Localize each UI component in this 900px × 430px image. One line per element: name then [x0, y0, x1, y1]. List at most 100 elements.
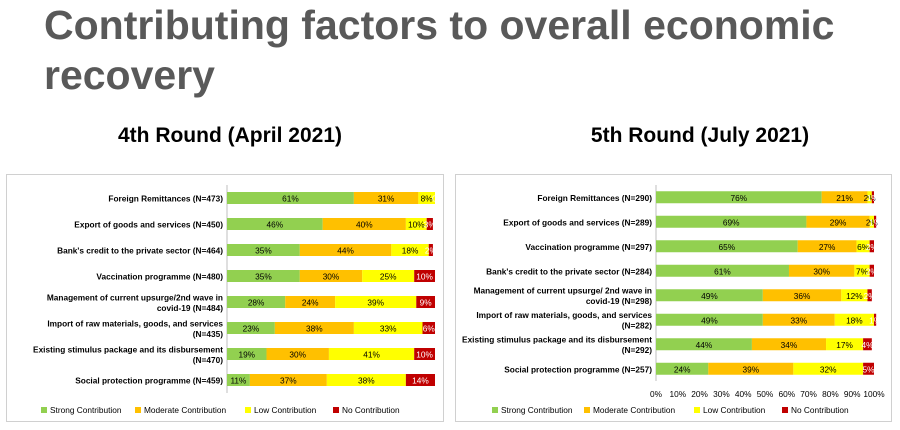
category-label: Bank's credit to the private sector (N=2…: [486, 266, 652, 276]
bar-segment-strong: [227, 192, 354, 204]
bar-segment-strong: [656, 362, 709, 375]
x-tick-label: 60%: [778, 389, 795, 399]
data-label: 2%: [864, 193, 877, 203]
bar-segment-moderate: [751, 338, 827, 351]
data-label: 2%: [866, 266, 879, 276]
data-label: 11%: [230, 376, 247, 386]
bar-segment-moderate: [285, 296, 336, 308]
data-label: 2%: [425, 246, 438, 256]
bar-segment-low: [841, 289, 868, 302]
legend-swatch-none: [782, 407, 788, 413]
bar-segment-strong: [227, 270, 300, 282]
data-label: 61%: [714, 266, 731, 276]
legend-label: Moderate Contribution: [144, 405, 226, 415]
bar-segment-moderate: [821, 191, 868, 204]
category-label: Social protection programme (N=257): [504, 364, 652, 374]
data-label: 8%: [421, 194, 434, 204]
data-label: 33%: [380, 324, 397, 334]
data-label: 10%: [416, 350, 433, 360]
data-label: 0%: [432, 194, 443, 204]
data-label: 32%: [820, 364, 837, 374]
data-label: 18%: [402, 246, 419, 256]
chart-title-round-4: 4th Round (April 2021): [117, 124, 343, 147]
bar-segment-low: [854, 264, 870, 277]
data-label: 46%: [267, 220, 284, 230]
x-tick-label: 50%: [757, 389, 774, 399]
data-label: 37%: [280, 376, 297, 386]
bar-segment-moderate: [274, 322, 354, 334]
legend-swatch-strong: [492, 407, 498, 413]
bar-segment-moderate: [806, 215, 870, 228]
bar-segment-moderate: [266, 348, 329, 360]
data-label: 31%: [378, 194, 395, 204]
category-label: Social protection programme (N=459): [75, 376, 223, 386]
bar-segment-moderate: [353, 192, 419, 204]
bar-segment-low: [869, 215, 874, 228]
bar-segment-strong: [227, 244, 300, 256]
legend-label: Strong Contribution: [50, 405, 122, 415]
legend-swatch-moderate: [135, 407, 141, 413]
legend-label: Low Contribution: [254, 405, 317, 415]
data-label: 18%: [846, 315, 863, 325]
category-label: Existing stimulus package and its disbur…: [33, 344, 223, 365]
bar-segment-none: [863, 362, 874, 375]
bar-segment-low: [826, 338, 864, 351]
legend-swatch-moderate: [584, 407, 590, 413]
data-label: 4%: [861, 340, 874, 350]
data-label: 2%: [866, 242, 879, 252]
data-label: 38%: [306, 324, 323, 334]
x-tick-label: 80%: [822, 389, 839, 399]
data-label: 27%: [819, 242, 836, 252]
data-label: 41%: [363, 350, 380, 360]
bar-segment-strong: [656, 191, 822, 204]
bar-segment-none: [867, 289, 872, 302]
data-label: 49%: [701, 315, 718, 325]
bar-segment-none: [416, 296, 435, 308]
bar-segment-moderate: [762, 313, 835, 326]
bar-segment-none: [869, 240, 874, 253]
category-label: Import of raw materials, goods, and serv…: [47, 318, 223, 339]
data-label: 5%: [863, 364, 876, 374]
bar-segment-strong: [656, 289, 763, 302]
category-label: Management of current upsurge/2nd wave i…: [47, 292, 223, 313]
data-label: 25%: [380, 272, 397, 282]
bar-segment-strong: [227, 218, 323, 230]
bar-segment-low: [335, 296, 417, 308]
bar-segment-moderate: [299, 270, 363, 282]
bar-segment-moderate: [788, 264, 855, 277]
data-label: 28%: [248, 298, 265, 308]
chart-round-5: Foreign Remittances (N=290) 76% 21% 2%1%Exp…: [462, 185, 885, 415]
x-tick-label: 20%: [691, 389, 708, 399]
x-tick-label: 70%: [800, 389, 817, 399]
bar-segment-none: [863, 338, 872, 351]
bar-segment-none: [426, 218, 433, 230]
bar-segment-low: [362, 270, 415, 282]
slide-title: Contributing factors to overall economic…: [44, 2, 835, 98]
chart-title-round-5: 5th Round (July 2021): [590, 124, 810, 147]
bar-segment-low: [856, 240, 870, 253]
data-label: 65%: [719, 242, 736, 252]
data-label: 30%: [323, 272, 340, 282]
data-label: 6%: [857, 242, 870, 252]
data-label: 3%: [424, 220, 437, 230]
data-label: 12%: [846, 291, 863, 301]
bar-segment-low: [418, 192, 435, 204]
bar-segment-strong: [656, 338, 752, 351]
data-label: 6%: [423, 324, 436, 334]
x-tick-label: 40%: [735, 389, 752, 399]
data-label: 1%: [869, 315, 882, 325]
bar-segment-moderate: [708, 362, 794, 375]
bar-segment-none: [405, 374, 435, 386]
data-label: 23%: [243, 324, 260, 334]
data-label: 10%: [416, 272, 433, 282]
legend-swatch-low: [694, 407, 700, 413]
data-label: 39%: [743, 364, 760, 374]
category-label: Vaccination programme (N=297): [525, 242, 652, 252]
x-tick-label: 30%: [713, 389, 730, 399]
category-label: Vaccination programme (N=480): [96, 272, 223, 282]
x-tick-label: 100%: [863, 389, 885, 399]
legend-swatch-low: [245, 407, 251, 413]
bar-segment-strong: [656, 313, 763, 326]
data-label: 24%: [302, 298, 319, 308]
bar-segment-none: [869, 264, 874, 277]
